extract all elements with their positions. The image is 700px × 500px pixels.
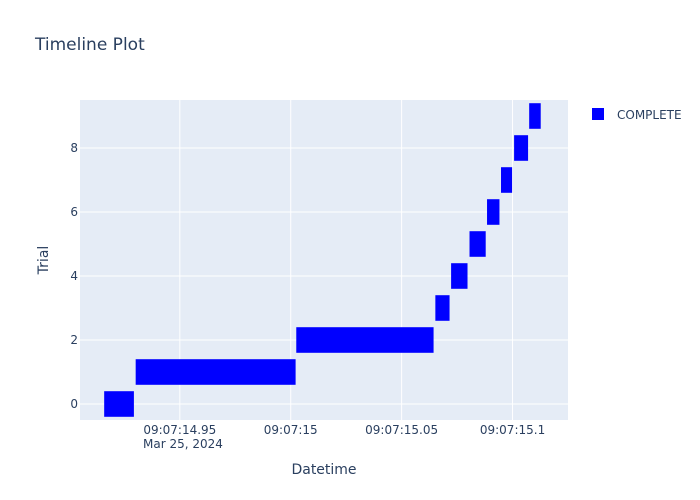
timeline-bar-trial-9[interactable] [529,103,541,129]
timeline-bar-trial-8[interactable] [514,135,529,161]
x-tick-label: 09:07:15 [264,423,318,437]
y-tick-label: 8 [70,141,78,155]
y-tick-label: 0 [70,397,78,411]
x-axis-ticks: 09:07:14.95 09:07:15 09:07:15.05 09:07:15.1 [143,423,545,437]
chart-title: Timeline Plot [34,35,145,55]
y-tick-label: 6 [70,205,78,219]
timeline-bar-trial-0[interactable] [104,391,134,417]
x-axis-date-label: Mar 25, 2024 [143,437,223,451]
timeline-bar-trial-1[interactable] [135,359,296,385]
timeline-bar-trial-3[interactable] [435,295,450,321]
timeline-bar-trial-6[interactable] [487,199,500,225]
legend[interactable]: COMPLETE [592,108,682,122]
legend-swatch-complete [592,108,604,120]
y-axis-ticks: 0 2 4 6 8 [70,141,78,411]
timeline-bar-trial-7[interactable] [501,167,513,193]
x-axis-title: Datetime [291,462,356,478]
timeline-bar-trial-5[interactable] [469,231,486,257]
x-tick-label: 09:07:15.05 [365,423,438,437]
y-tick-label: 2 [70,333,78,347]
timeline-bar-trial-2[interactable] [296,327,434,353]
x-tick-label: 09:07:14.95 [143,423,216,437]
x-tick-label: 09:07:15.1 [480,423,545,437]
y-tick-label: 4 [70,269,78,283]
bars-layer [104,103,541,417]
timeline-bar-trial-4[interactable] [451,263,468,289]
legend-label-complete: COMPLETE [617,108,682,122]
y-axis-title: Trial [36,246,52,276]
